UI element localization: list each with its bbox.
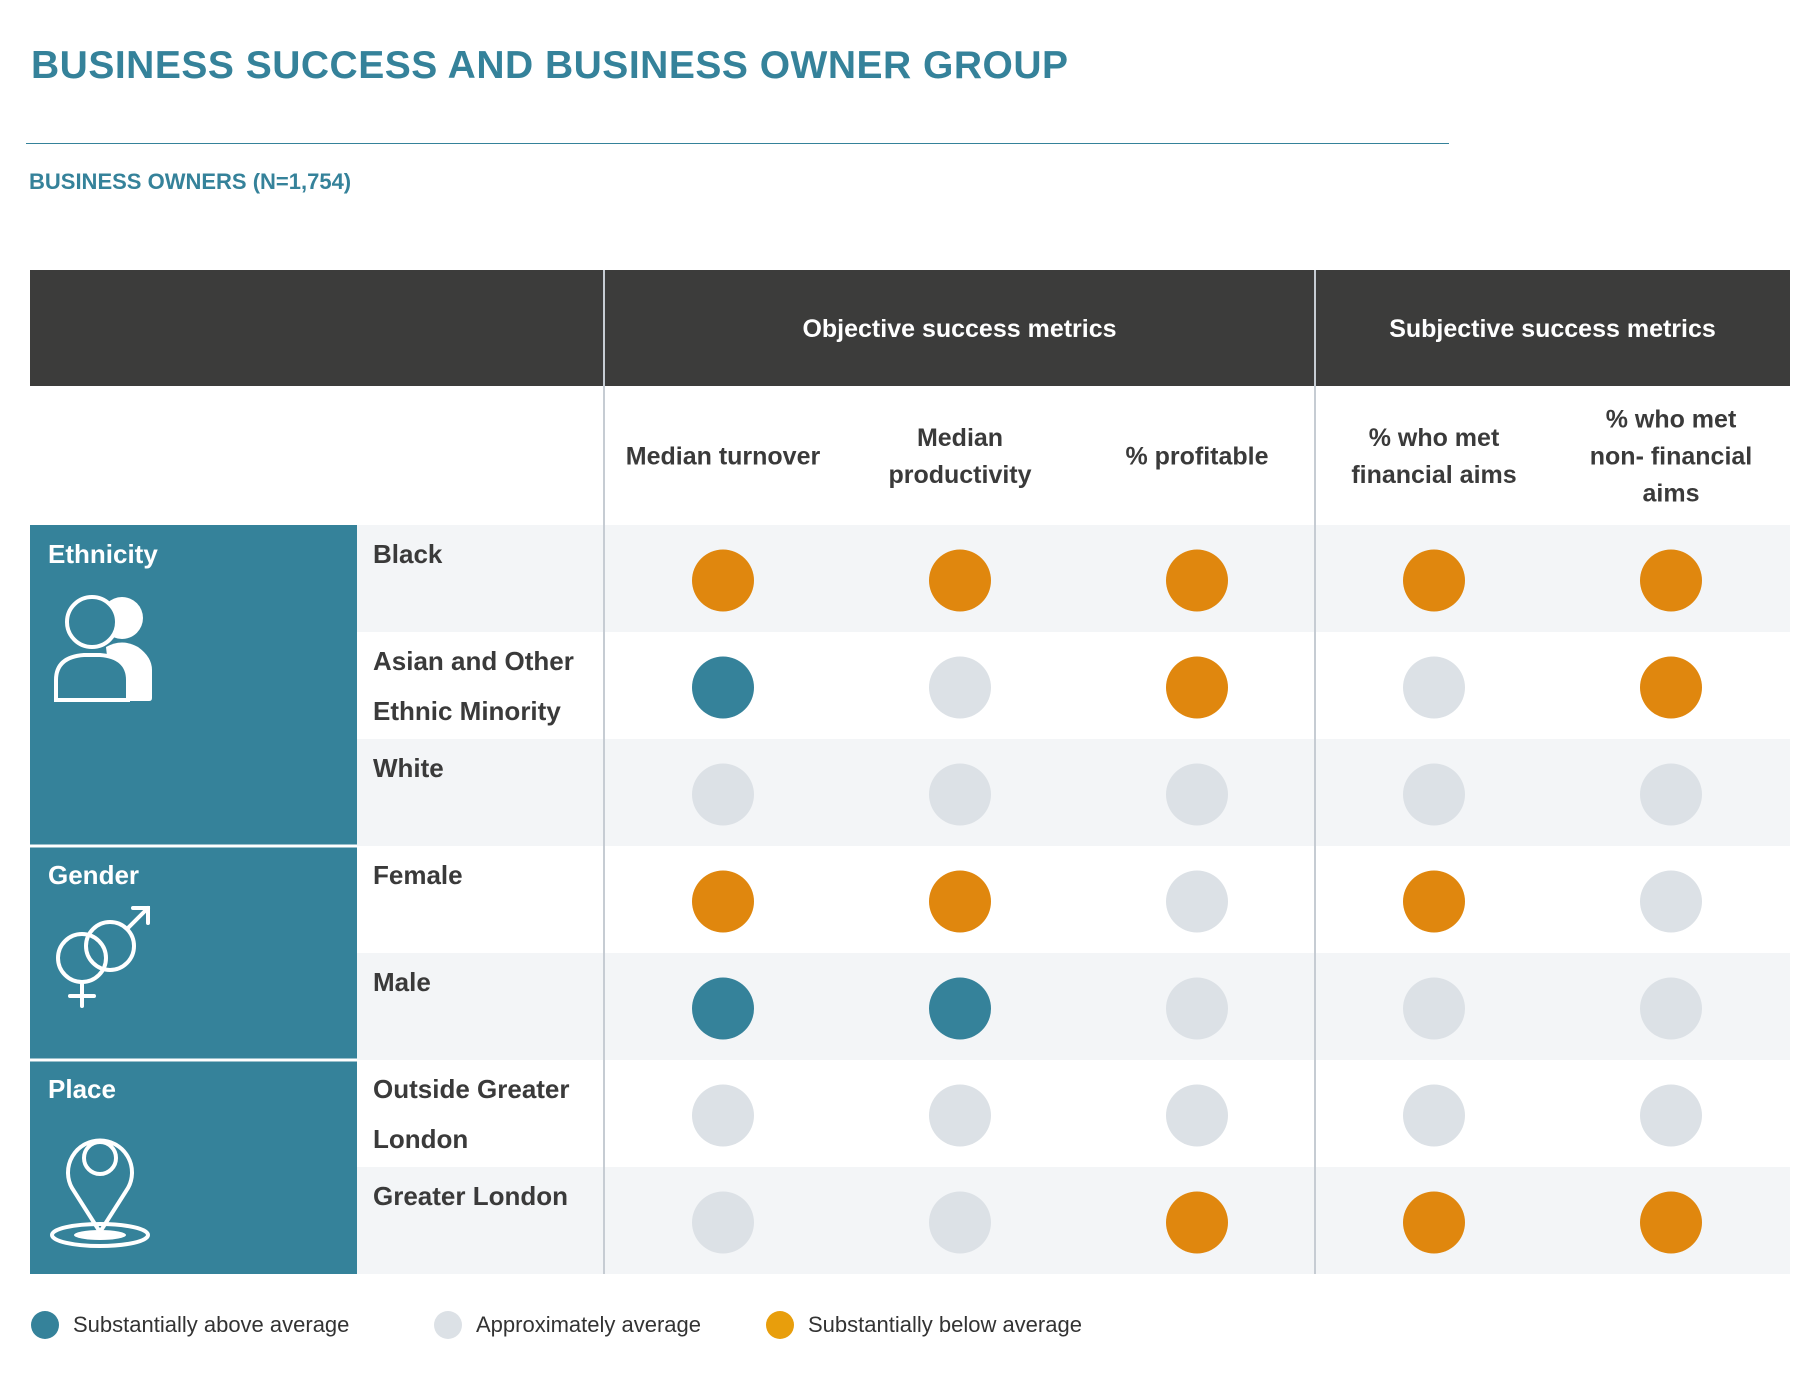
status-dot-average [929,656,991,719]
group-block-gender [30,846,357,1060]
row-label: Greater London [373,1181,568,1211]
legend-label-average: Approximately average [476,1312,702,1337]
gender-symbols-icon [56,906,150,1008]
row-label: Asian and Other [373,646,574,676]
group-label-gender: Gender [48,860,139,890]
status-dot-below [1166,656,1228,719]
group-label-ethnicity: Ethnicity [48,539,158,569]
column-header-label: % profitable [1125,443,1268,471]
header-band [30,270,1790,386]
status-dot-above [692,977,754,1040]
status-dot-above [692,656,754,719]
status-dot-average [1640,763,1702,826]
title-divider [26,143,1449,144]
status-dot-average [1640,870,1702,933]
status-dot-average [1166,1084,1228,1147]
legend-item-average: Approximately average [434,1311,701,1339]
success-matrix: Objective success metrics Subjective succ… [30,270,1790,1274]
status-dot-average [692,1191,754,1254]
status-dot-average [1403,763,1465,826]
status-dot-average [1166,977,1228,1040]
status-dot-below [692,870,754,933]
row-stripe [357,953,1790,1060]
row-label: Female [373,860,463,890]
status-dot-average [929,763,991,826]
status-dot-average [1403,1084,1465,1147]
status-dot-below [1640,549,1702,612]
header-subjective-metrics: Subjective success metrics [1389,315,1716,343]
status-dot-below [692,549,754,612]
status-dot-average [929,1191,991,1254]
status-dot-average [929,1084,991,1147]
column-header-label: productivity [888,461,1031,489]
row-label: Black [373,539,443,569]
status-dot-below [1166,549,1228,612]
location-pin-icon [50,1138,150,1248]
status-dot-below [1640,656,1702,719]
row-stripe [357,1167,1790,1274]
status-dot-average [1166,870,1228,933]
legend: Substantially above average Approximatel… [31,1311,1231,1347]
status-dot-below [929,549,991,612]
column-header-label: % who met [1606,406,1737,434]
legend-label-below: Substantially below average [808,1312,1082,1337]
status-dot-below [1403,870,1465,933]
column-header-label: Median turnover [626,443,821,471]
status-dot-below [1403,549,1465,612]
header-objective-metrics: Objective success metrics [802,315,1116,343]
legend-swatch-below [766,1311,794,1339]
row-label: White [373,753,444,783]
status-dot-average [1403,656,1465,719]
status-dot-average [1640,1084,1702,1147]
row-label: Ethnic Minority [373,696,561,726]
row-stripe [357,739,1790,846]
page-title: BUSINESS SUCCESS AND BUSINESS OWNER GROU… [31,44,1069,87]
status-dot-below [1640,1191,1702,1254]
column-header-label: non- financial [1590,443,1753,471]
status-dot-below [929,870,991,933]
row-label: London [373,1124,468,1154]
legend-swatch-average [434,1311,462,1339]
status-dot-average [1403,977,1465,1040]
column-header-label: Median [917,424,1003,452]
people-icon [54,595,152,702]
legend-item-below: Substantially below average [766,1311,1082,1339]
status-dot-average [692,763,754,826]
status-dot-below [1403,1191,1465,1254]
status-dot-below [1166,1191,1228,1254]
status-dot-average [1640,977,1702,1040]
column-header-label: aims [1643,480,1700,508]
legend-label-above: Substantially above average [73,1312,350,1337]
status-dot-average [692,1084,754,1147]
legend-swatch-above [31,1311,59,1339]
group-label-place: Place [48,1074,116,1104]
row-label: Male [373,967,431,997]
column-header-label: % who met [1369,424,1500,452]
status-dot-above [929,977,991,1040]
legend-item-above: Substantially above average [31,1311,349,1339]
row-stripe [357,525,1790,632]
page-subtitle: BUSINESS OWNERS (N=1,754) [29,169,352,194]
column-header-label: financial aims [1351,461,1516,489]
status-dot-average [1166,763,1228,826]
row-label: Outside Greater [373,1074,570,1104]
